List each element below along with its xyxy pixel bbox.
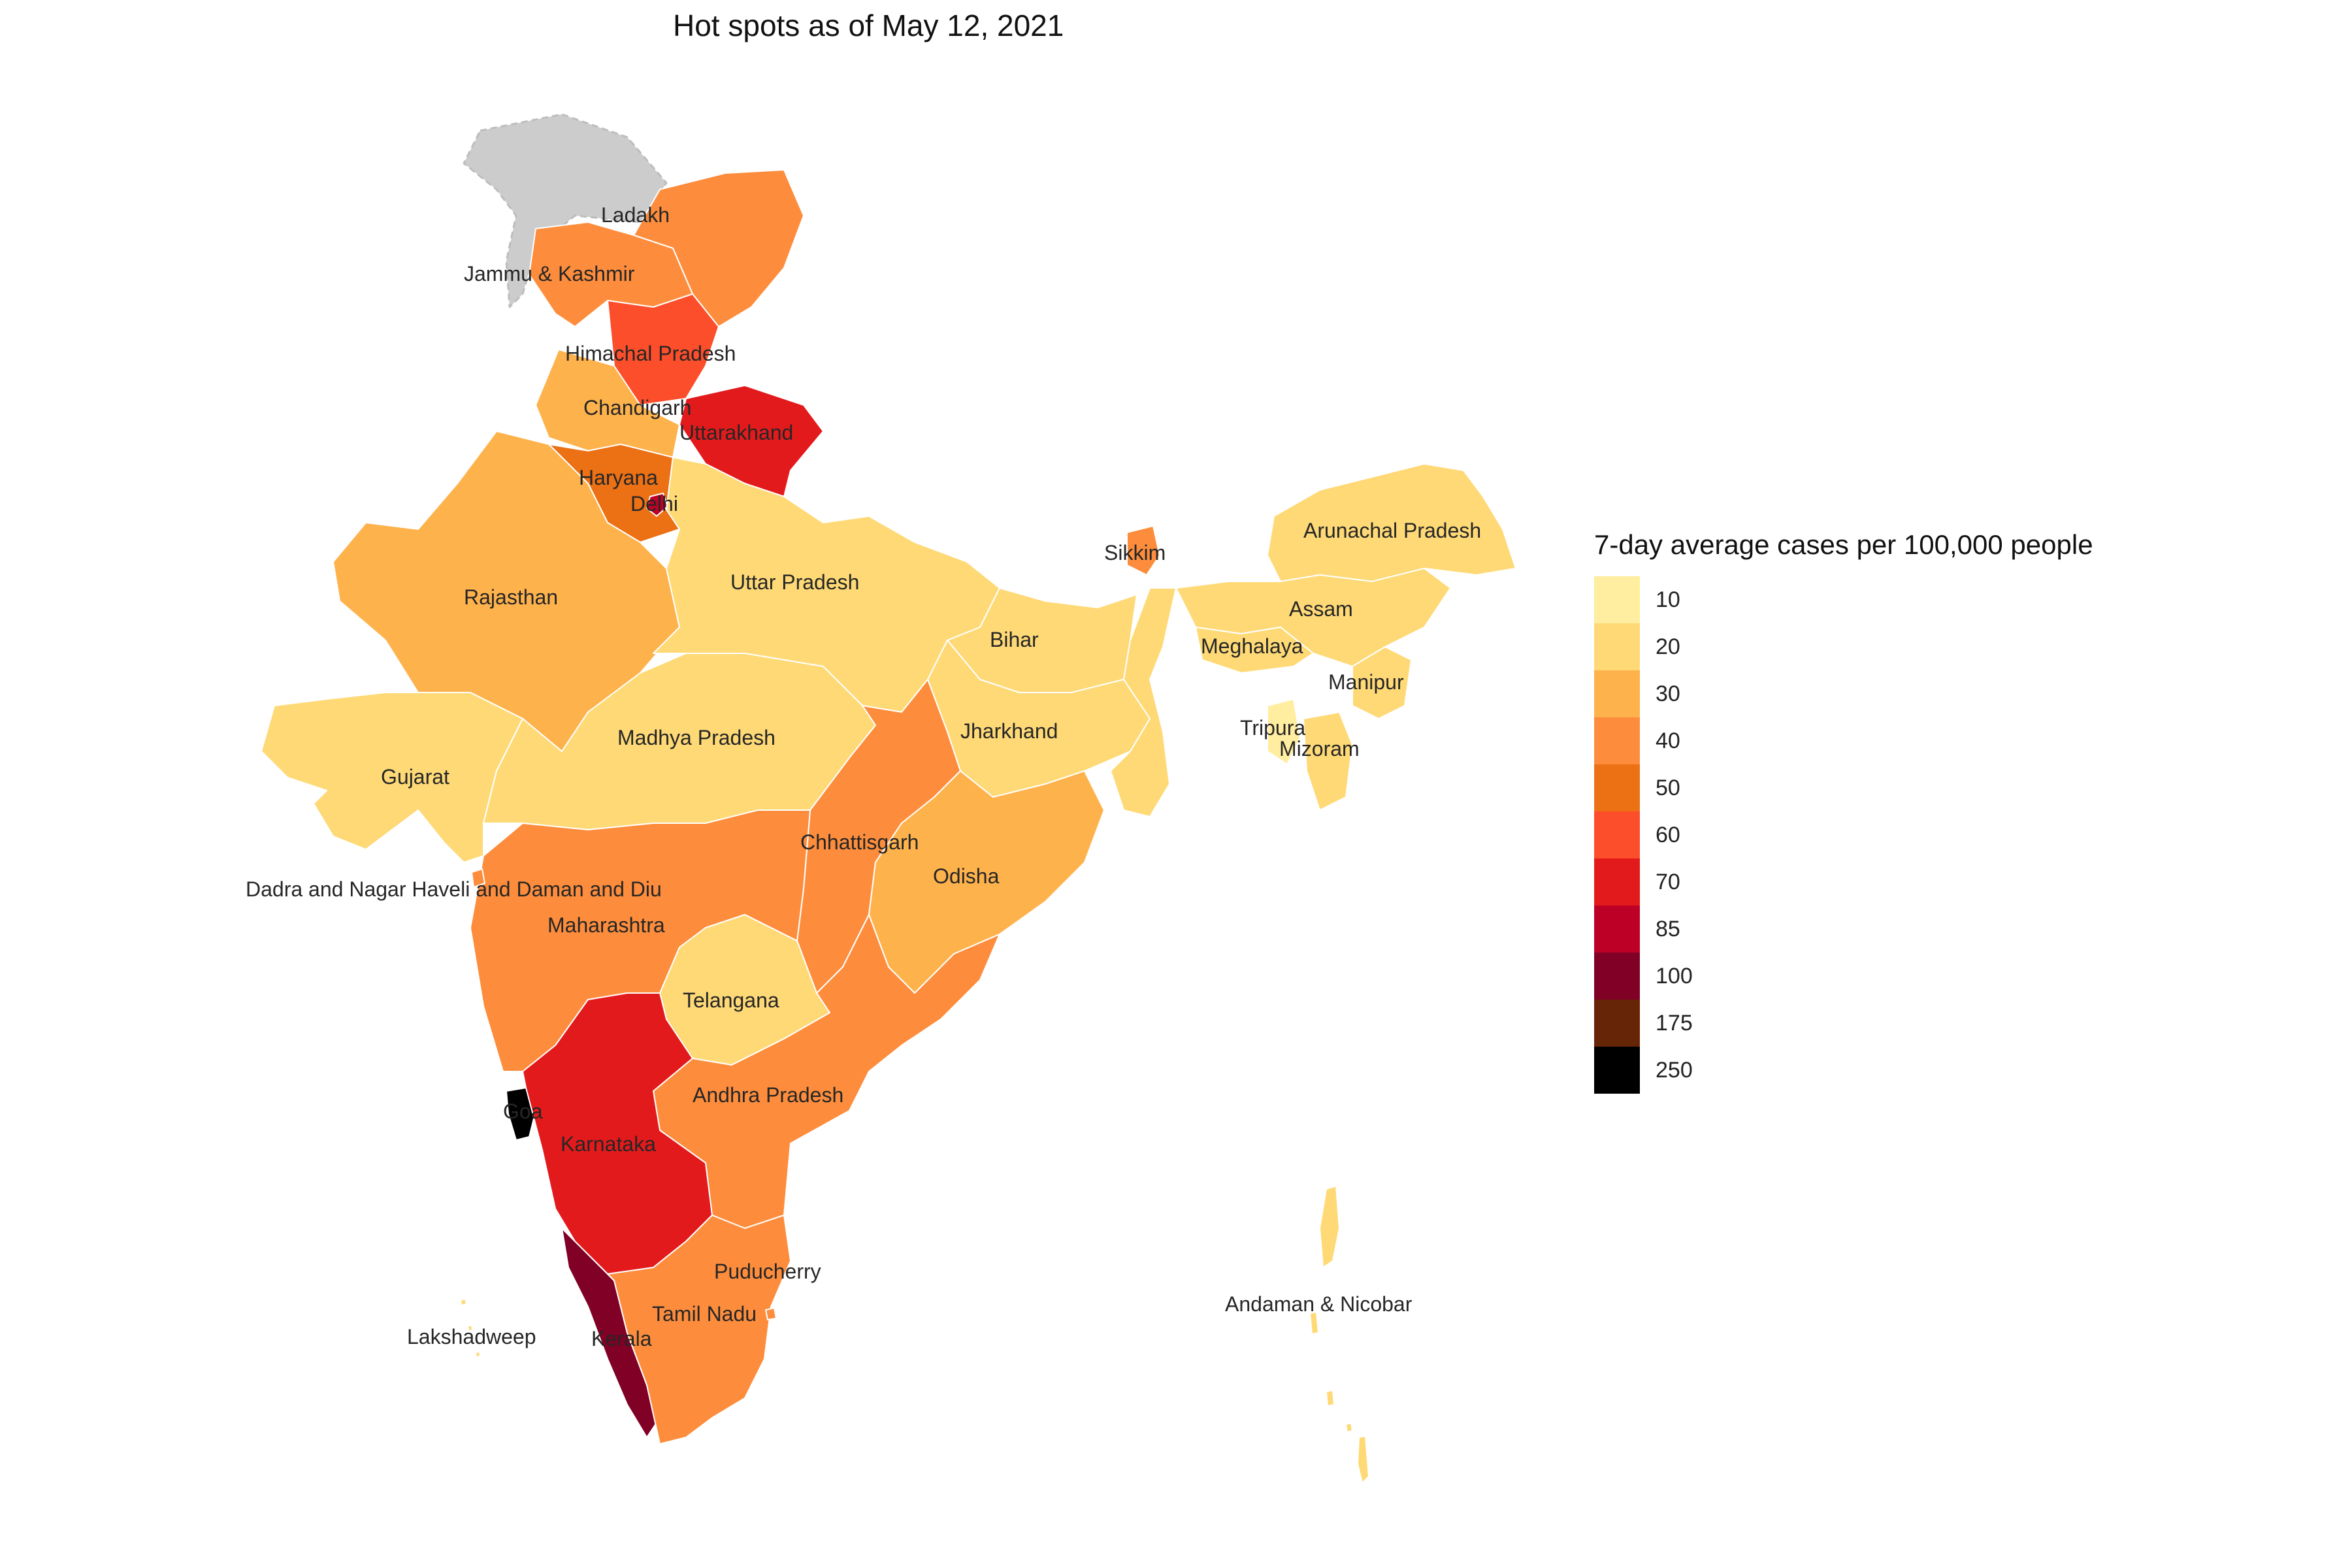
legend-label: 60 <box>1656 822 1680 847</box>
legend-swatch <box>1594 717 1640 764</box>
legend-label: 100 <box>1656 963 1693 988</box>
legend-swatch <box>1594 953 1640 1000</box>
legend-item: 70 <box>1594 858 2093 906</box>
label-assam: Assam <box>1289 597 1353 621</box>
label-bihar: Bihar <box>990 628 1039 651</box>
legend-item: 175 <box>1594 1000 2093 1047</box>
region-tripura[interactable] <box>1267 698 1301 765</box>
legend-label: 10 <box>1656 587 1680 612</box>
region-andhra-pradesh[interactable] <box>653 914 1000 1229</box>
region-dnh-dd[interactable] <box>471 868 485 888</box>
legend-label: 30 <box>1656 681 1680 706</box>
region-gujarat[interactable] <box>261 692 523 863</box>
legend-swatch <box>1594 858 1640 906</box>
label-himachal-pradesh: Himachal Pradesh <box>565 342 736 365</box>
map-title: Hot spots as of May 12, 2021 <box>673 8 1064 42</box>
region-meghalaya[interactable] <box>1195 627 1314 674</box>
legend-swatch <box>1594 576 1640 623</box>
region-manipur[interactable] <box>1352 646 1412 719</box>
legend-item: 60 <box>1594 811 2093 858</box>
legend-item: 100 <box>1594 953 2093 1000</box>
region-mizoram[interactable] <box>1303 711 1353 811</box>
label-lakshadweep: Lakshadweep <box>407 1325 536 1348</box>
label-rajasthan: Rajasthan <box>464 585 558 609</box>
region-west-bengal[interactable] <box>1110 587 1177 817</box>
region-andaman-nicobar[interactable] <box>1309 1185 1369 1484</box>
label-andaman-nicobar: Andaman & Nicobar <box>1225 1292 1413 1316</box>
label-tamil-nadu: Tamil Nadu <box>652 1302 757 1326</box>
legend-item: 40 <box>1594 717 2093 764</box>
region-sikkim[interactable] <box>1126 525 1160 576</box>
legend-item: 250 <box>1594 1047 2093 1094</box>
label-mizoram: Mizoram <box>1279 737 1360 760</box>
label-uttar-pradesh: Uttar Pradesh <box>730 570 859 594</box>
region-lakshadweep[interactable] <box>460 1298 481 1358</box>
legend-label: 40 <box>1656 728 1680 753</box>
legend-item: 10 <box>1594 576 2093 623</box>
region-puducherry[interactable] <box>765 1307 777 1320</box>
label-maharashtra: Maharashtra <box>547 913 665 937</box>
label-uttarakhand: Uttarakhand <box>679 421 793 444</box>
label-madhya-pradesh: Madhya Pradesh <box>617 726 776 749</box>
legend-title: 7-day average cases per 100,000 people <box>1594 529 2093 560</box>
label-gujarat: Gujarat <box>381 765 449 789</box>
label-kerala: Kerala <box>591 1327 652 1350</box>
legend-label: 85 <box>1656 916 1680 941</box>
legend-item: 85 <box>1594 906 2093 953</box>
legend-item: 20 <box>1594 623 2093 670</box>
label-jharkhand: Jharkhand <box>960 719 1058 743</box>
legend-swatch <box>1594 670 1640 717</box>
legend-swatch <box>1594 1000 1640 1047</box>
region-labels: Ladakh Jammu & Kashmir Himachal Pradesh … <box>246 203 1481 1350</box>
label-andhra-pradesh: Andhra Pradesh <box>693 1083 843 1107</box>
label-telangana: Telangana <box>683 988 779 1012</box>
label-jammu-kashmir: Jammu & Kashmir <box>464 262 635 286</box>
legend-label: 70 <box>1656 869 1680 894</box>
region-karnataka[interactable] <box>522 992 713 1275</box>
legend-label: 50 <box>1656 775 1680 800</box>
legend-label: 20 <box>1656 634 1680 659</box>
label-dnh-dd: Dadra and Nagar Haveli and Daman and Diu <box>246 877 662 901</box>
label-delhi: Delhi <box>630 492 678 515</box>
legend-item: 50 <box>1594 764 2093 811</box>
legend-swatch <box>1594 906 1640 953</box>
label-manipur: Manipur <box>1328 670 1404 694</box>
legend-rows: 10 20 30 40 50 60 70 85 100 175 250 <box>1594 576 2093 1094</box>
legend-swatch <box>1594 811 1640 858</box>
legend-swatch <box>1594 1047 1640 1094</box>
label-haryana: Haryana <box>579 466 658 489</box>
region-tamil-nadu[interactable] <box>607 1215 791 1445</box>
region-delhi[interactable] <box>646 493 668 517</box>
label-odisha: Odisha <box>933 864 1000 888</box>
label-sikkim: Sikkim <box>1104 541 1166 564</box>
legend-label: 175 <box>1656 1010 1693 1036</box>
legend-swatch <box>1594 764 1640 811</box>
label-arunachal-pradesh: Arunachal Pradesh <box>1303 519 1481 542</box>
label-meghalaya: Meghalaya <box>1201 634 1303 658</box>
label-puducherry: Puducherry <box>714 1260 821 1283</box>
label-ladakh: Ladakh <box>601 203 670 227</box>
label-chandigarh: Chandigarh <box>583 396 691 419</box>
label-karnataka: Karnataka <box>561 1132 656 1156</box>
label-chhattisgarh: Chhattisgarh <box>800 830 919 854</box>
label-tripura: Tripura <box>1240 716 1305 740</box>
legend-swatch <box>1594 623 1640 670</box>
legend-label: 250 <box>1656 1057 1693 1083</box>
legend-item: 30 <box>1594 670 2093 717</box>
label-goa: Goa <box>503 1100 543 1123</box>
legend: 7-day average cases per 100,000 people 1… <box>1594 529 2093 1094</box>
